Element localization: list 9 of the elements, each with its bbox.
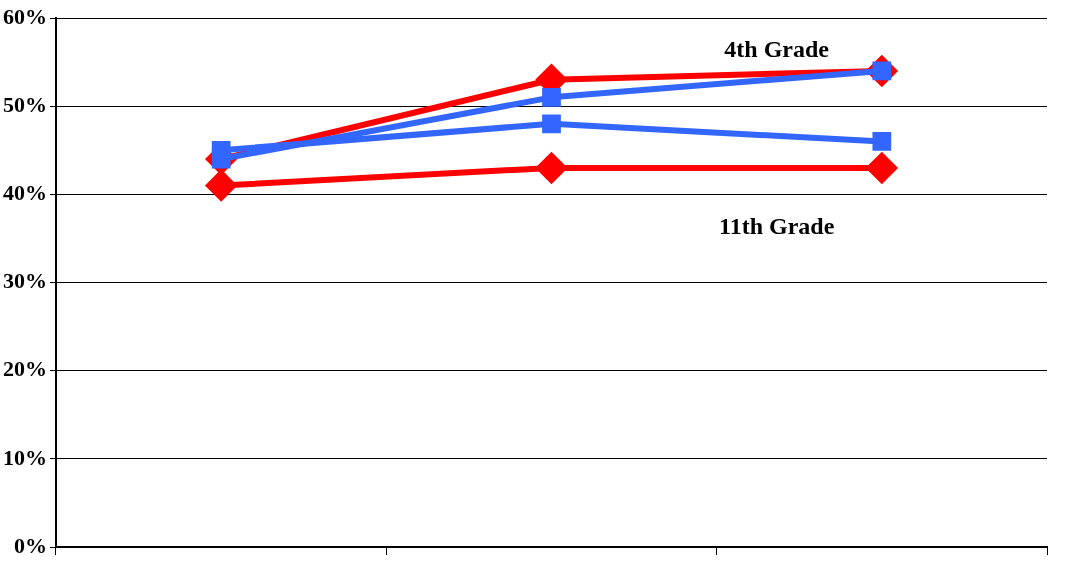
y-tick-label: 40% xyxy=(3,180,47,206)
y-tick-label: 20% xyxy=(3,356,47,382)
y-tick-label: 60% xyxy=(3,3,47,29)
y-tick-label: 50% xyxy=(3,91,47,117)
y-tick-label: 0% xyxy=(14,532,47,558)
annotation: 4th Grade xyxy=(724,35,830,62)
annotation: 11th Grade xyxy=(718,212,835,239)
y-tick-label: 30% xyxy=(3,268,47,294)
y-tick-label: 10% xyxy=(3,444,47,470)
